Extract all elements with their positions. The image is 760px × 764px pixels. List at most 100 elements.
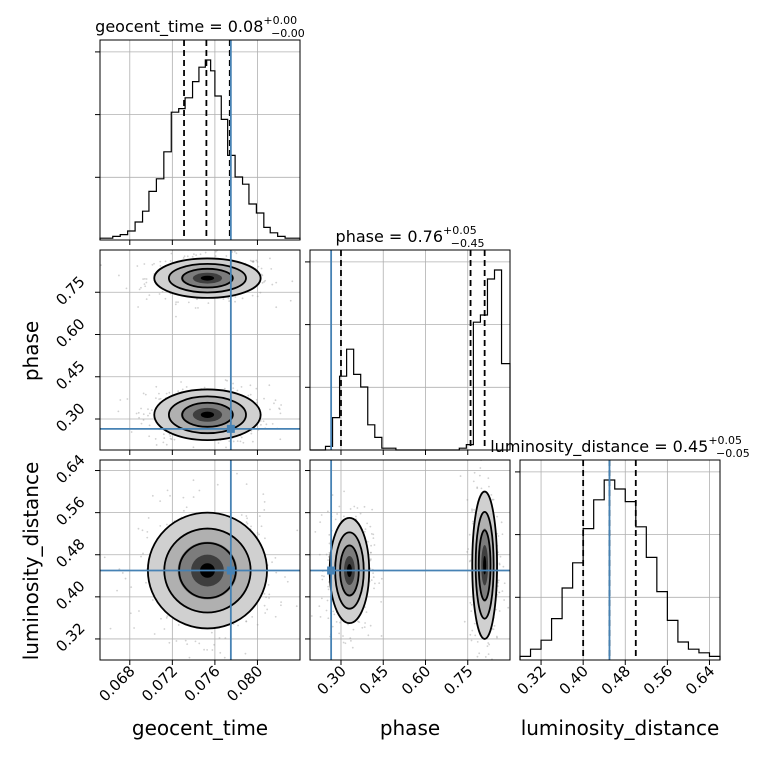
joint-geocent-time-phase-mode-0-sample-point [159,260,162,263]
joint-geocent-time-phase-mode-0-sample-point [182,257,185,259]
joint-geocent-time-phase-mode-1-sample-point [142,419,145,421]
joint-geocent-time-luminosity-distance-mode-0-sample-point [159,524,162,527]
joint-geocent-time-luminosity-distance-mode-0-sample-point [251,615,254,618]
joint-phase-luminosity-distance-mode-1-sample-point [476,692,478,694]
marginal-luminosity-distance-histogram [519,479,721,660]
joint-geocent-time-luminosity-distance-mode-0-sample-point [245,620,248,623]
joint-geocent-time-luminosity-distance-mode-0-sample-point [165,523,168,526]
joint-geocent-time-phase-mode-1-sample-point [126,398,129,400]
joint-geocent-time-luminosity-distance-mode-0-sample-point [168,641,171,644]
joint-geocent-time-phase-mode-0-sample-point [225,255,228,257]
joint-geocent-time-phase-mode-1-shade-4 [200,411,215,418]
joint-phase-luminosity-distance-mode-1-sample-point [472,480,475,483]
x-axis-label-luminosity-distance: luminosity_distance [521,716,720,740]
joint-geocent-time-phase-mode-1-sample-point [240,385,243,388]
joint-phase-luminosity-distance-mode-1-contour-0 [471,490,498,640]
joint-geocent-time-phase-mode-1-sample-point [144,393,147,396]
joint-geocent-time-luminosity-distance-mode-0-sample-point [250,525,252,528]
joint-geocent-time-luminosity-distance-mode-0-sample-point [142,552,144,555]
joint-geocent-time-phase-mode-0-sample-point [143,283,146,286]
joint-geocent-time-phase-mode-1-sample-point [280,404,283,406]
joint-geocent-time-phase-mode-1-sample-point [236,440,239,443]
joint-phase-luminosity-distance-mode-0-sample-point [364,528,367,531]
joint-geocent-time-phase-mode-0-sample-point [251,294,254,297]
joint-geocent-time-phase-mode-1-sample-point [259,423,262,426]
joint-geocent-time-phase-mode-1-sample-point [228,440,231,443]
joint-geocent-time-luminosity-distance-mode-0-sample-point [137,527,140,530]
joint-geocent-time-phase-mode-0-sample-point [235,252,238,255]
joint-phase-luminosity-distance-mode-1-sample-point [502,565,505,568]
joint-phase-luminosity-distance-mode-1-sample-point [479,679,481,681]
joint-phase-luminosity-distance-mode-0-sample-point [321,574,323,577]
joint-geocent-time-luminosity-distance-ytick-label-2: 0.48 [52,535,88,571]
joint-phase-luminosity-distance-mode-1-sample-point [487,653,490,656]
joint-geocent-time-phase-mode-0-sample-point [164,297,167,300]
joint-geocent-time-luminosity-distance-mode-0-sample-point [192,496,195,498]
marginal-luminosity-distance-xtick-label-4: 0.64 [682,662,718,698]
joint-geocent-time-luminosity-distance-mode-0-sample-point [153,633,156,635]
joint-phase-luminosity-distance-mode-1-sample-point [470,639,473,642]
joint-geocent-time-phase-mode-1-sample-point [232,440,235,443]
joint-phase-luminosity-distance-mode-1-sample-point [498,610,501,612]
joint-geocent-time-phase-mode-0-sample-point [159,264,162,267]
joint-phase-luminosity-distance-mode-0-sample-point [373,544,376,546]
joint-geocent-time-luminosity-distance-mode-0-sample-point [264,537,266,540]
joint-geocent-time-luminosity-distance-mode-0-sample-point [182,509,185,512]
joint-geocent-time-luminosity-distance-xtick-label-2: 0.076 [181,662,224,705]
joint-geocent-time-phase-mode-1-sample-point [271,422,274,425]
joint-geocent-time-phase-mode-0-sample-point [252,260,255,263]
joint-phase-luminosity-distance-mode-1-sample-point [501,590,504,593]
joint-geocent-time-phase-mode-1-sample-point [250,432,253,435]
marginal-luminosity-distance-xtick-label-2: 0.48 [598,662,634,698]
joint-geocent-time-phase-mode-1-sample-point [130,431,133,433]
joint-phase-luminosity-distance-mode-0-sample-point [336,513,339,515]
joint-phase-luminosity-distance-mode-1-sample-point [496,515,499,518]
joint-geocent-time-phase-mode-0-sample-point [186,255,189,258]
joint-geocent-time-phase-mode-1-sample-point [217,442,220,444]
joint-phase-luminosity-distance-mode-0-sample-point [320,514,323,516]
joint-phase-luminosity-distance-mode-1-sample-point [473,622,476,625]
joint-phase-luminosity-distance-mode-0-sample-point [328,555,330,558]
joint-geocent-time-phase-mode-1-sample-point [236,389,239,392]
title-luminosity-distance-upper: +0.05 [708,434,742,447]
joint-phase-luminosity-distance-mode-0-sample-point [334,518,337,521]
joint-geocent-time-phase-mode-1-sample-point [255,387,258,390]
joint-phase-luminosity-distance-mode-0-sample-point [325,553,328,556]
joint-geocent-time-phase-mode-1-sample-point [158,398,161,401]
joint-phase-luminosity-distance-mode-1-sample-point [500,521,503,524]
joint-geocent-time-phase-mode-0-sample-point [143,263,146,265]
joint-geocent-time-luminosity-distance-mode-0-sample-point [236,472,238,475]
joint-geocent-time-luminosity-distance-mode-0-sample-point [263,509,266,511]
joint-geocent-time-phase-mode-0-sample-point [174,303,177,306]
joint-geocent-time-phase-truth-marker [226,424,235,433]
joint-phase-luminosity-distance-mode-0-sample-point [372,533,375,536]
joint-geocent-time-phase-mode-1-sample-point [203,386,206,389]
joint-phase-luminosity-distance-mode-0-sample-point [342,641,345,644]
joint-phase-luminosity-distance-mode-1-sample-point [497,579,500,582]
joint-geocent-time-luminosity-distance-mode-0-sample-point [140,555,142,558]
joint-geocent-time-phase-frame [99,249,301,451]
joint-geocent-time-phase-mode-0-sample-point [270,267,273,270]
joint-phase-luminosity-distance-mode-0-sample-point [361,626,364,629]
joint-phase-luminosity-distance-mode-1-sample-point [467,548,470,550]
joint-geocent-time-phase-mode-1-sample-point [169,435,172,437]
joint-geocent-time-luminosity-distance-mode-0-sample-point [275,571,278,574]
joint-geocent-time-luminosity-distance-mode-0-sample-point [184,639,187,642]
joint-phase-luminosity-distance-mode-0-sample-point [370,579,373,582]
joint-geocent-time-phase-mode-1-sample-point [226,379,228,382]
joint-phase-luminosity-distance-xtick-label-2: 0.60 [398,662,434,698]
joint-phase-luminosity-distance-mode-1-sample-point [488,485,490,488]
joint-geocent-time-phase-mode-0-sample-point [153,262,155,265]
joint-geocent-time-phase-mode-0-sample-point [234,300,236,303]
joint-phase-luminosity-distance-mode-1-sample-point [490,493,493,496]
title-luminosity-distance-value: luminosity_distance = 0.45 [490,437,708,457]
joint-geocent-time-phase-mode-0-sample-point [191,255,194,258]
joint-phase-luminosity-distance-mode-1-sample-point [491,498,494,501]
title-geocent-time: geocent_time = 0.08+0.00 −0.00 [95,14,305,40]
joint-geocent-time-phase-mode-1-sample-point [201,455,203,457]
joint-geocent-time-phase-mode-1-sample-point [142,413,145,416]
joint-phase-luminosity-distance-mode-0-sample-point [338,632,341,635]
joint-geocent-time-phase-mode-0-sample-point [291,280,294,283]
joint-phase-luminosity-distance-mode-0-sample-point [371,508,374,511]
joint-geocent-time-phase-mode-0-sample-point [164,260,167,263]
